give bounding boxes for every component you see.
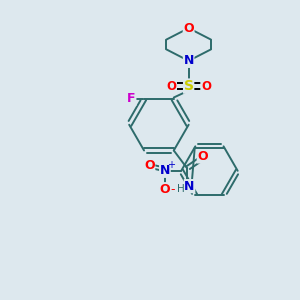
Text: O: O	[167, 80, 176, 93]
Text: O: O	[201, 80, 211, 93]
Text: O: O	[183, 22, 194, 34]
Text: O: O	[144, 159, 155, 172]
Text: +: +	[167, 160, 175, 170]
Text: N: N	[160, 164, 170, 177]
Text: O: O	[160, 183, 170, 196]
Text: F: F	[127, 92, 136, 106]
Text: H: H	[177, 184, 184, 194]
Text: S: S	[184, 79, 194, 93]
Text: O: O	[197, 150, 208, 163]
Text: N: N	[184, 180, 195, 193]
Text: N: N	[184, 54, 194, 67]
Text: -: -	[170, 183, 175, 196]
